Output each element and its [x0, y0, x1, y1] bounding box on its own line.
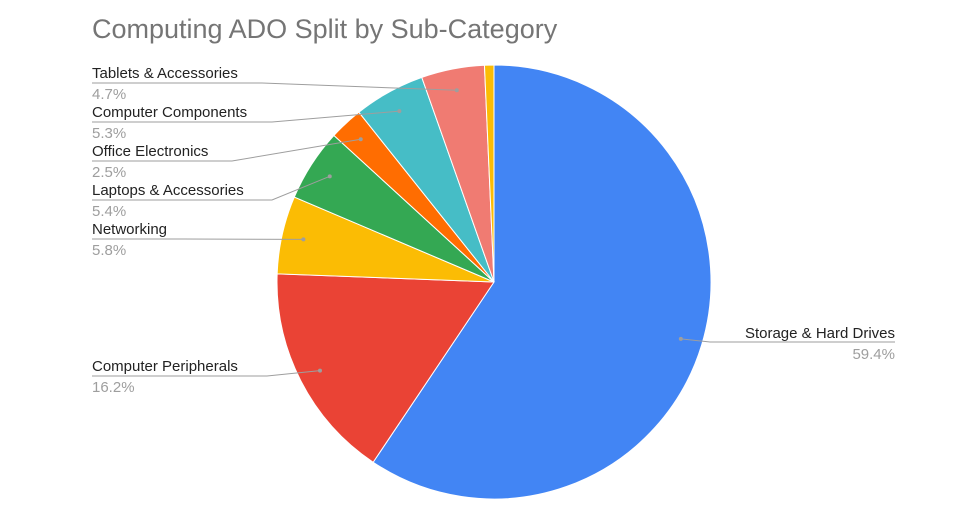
- callout-line: [680, 338, 895, 343]
- pie-slice-storage-hard-drives: [372, 64, 712, 500]
- slice-label: Laptops & Accessories: [92, 182, 244, 199]
- pie-slice-computer-peripherals: [276, 273, 495, 463]
- slice-percent: 4.7%: [92, 86, 126, 103]
- slice-percent: 5.3%: [92, 125, 126, 142]
- callout-line: [92, 110, 400, 123]
- slice-percent: 2.5%: [92, 164, 126, 181]
- slice-label: Storage & Hard Drives: [745, 325, 895, 342]
- slice-percent: 5.4%: [92, 203, 126, 220]
- chart-title: Computing ADO Split by Sub-Category: [92, 14, 558, 44]
- slice-label: Computer Components: [92, 104, 247, 121]
- slice-label: Networking: [92, 221, 167, 238]
- pie-callouts: Storage & Hard Drives 59.4% Computer Perip…: [92, 65, 895, 396]
- pie-slice-other: [483, 64, 495, 283]
- slice-percent: 59.4%: [852, 346, 895, 363]
- callout-line: [92, 370, 321, 377]
- callout-line: [92, 138, 361, 162]
- callout-line: [92, 82, 457, 91]
- slice-label: Tablets & Accessories: [92, 65, 238, 82]
- slice-label: Office Electronics: [92, 143, 208, 160]
- pie-slices: [276, 64, 712, 500]
- slice-label: Computer Peripherals: [92, 358, 238, 375]
- slice-percent: 16.2%: [92, 379, 135, 396]
- callout-line: [92, 175, 330, 201]
- slice-percent: 5.8%: [92, 242, 126, 259]
